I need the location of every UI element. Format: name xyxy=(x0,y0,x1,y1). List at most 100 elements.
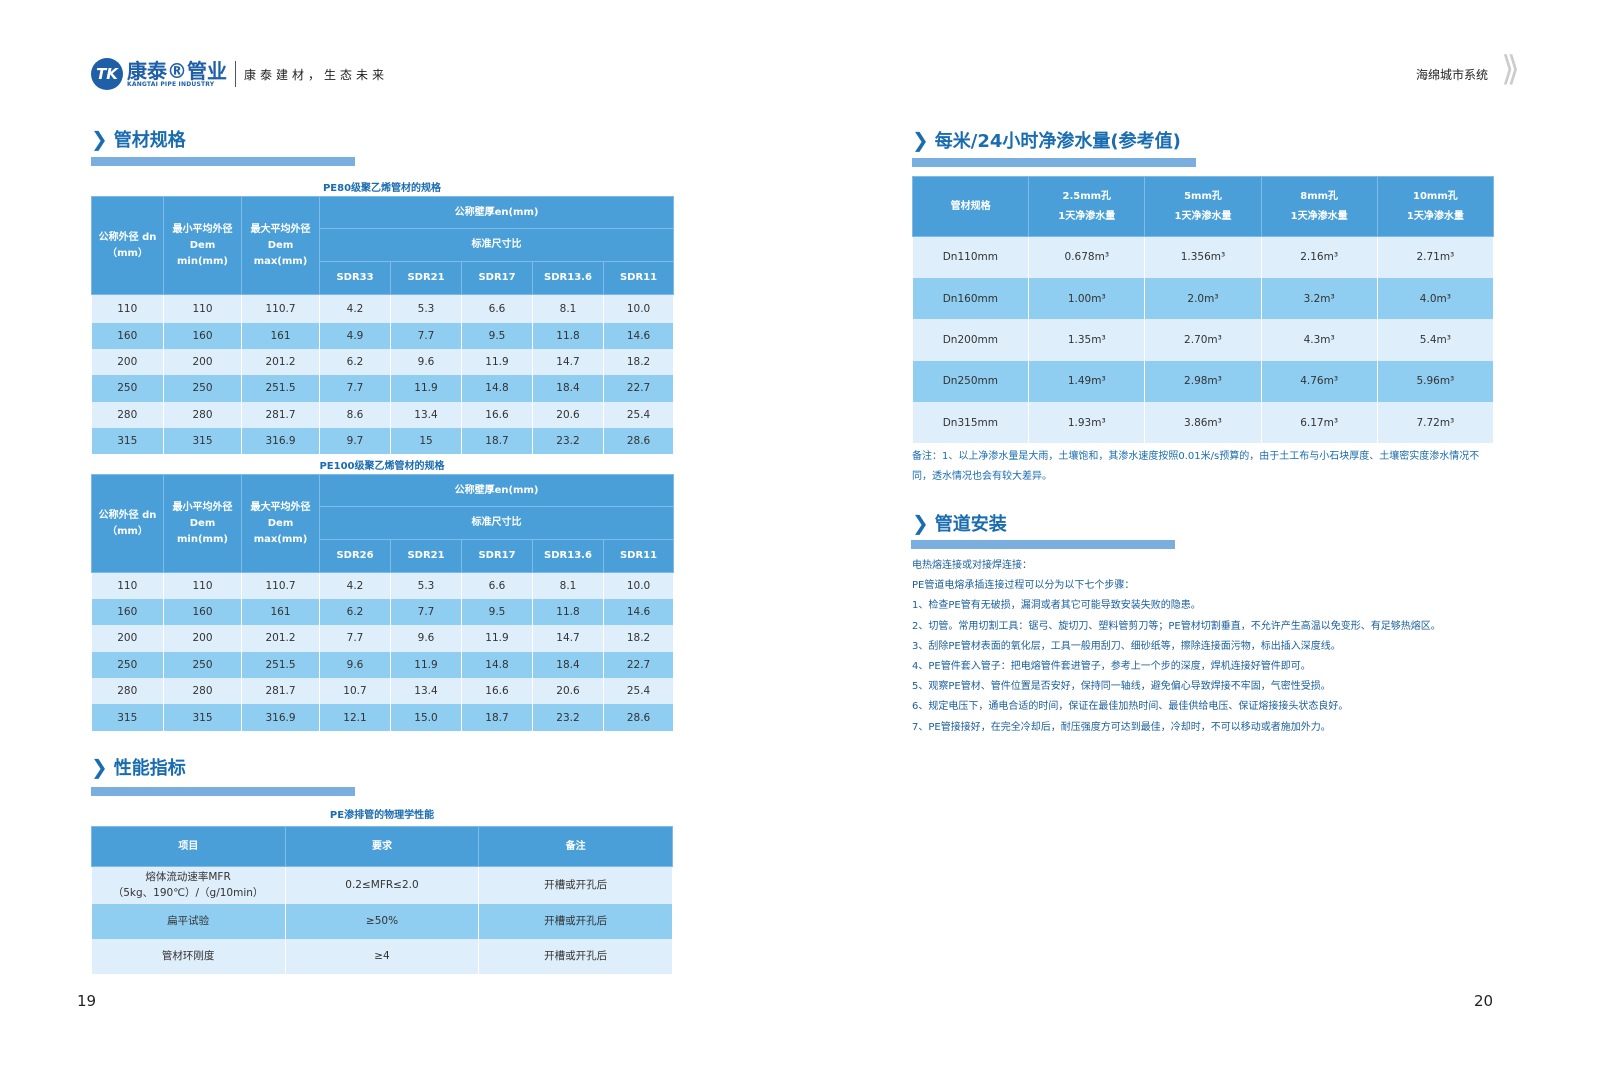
section-heading-installation: ❯ 管道安装 xyxy=(912,510,1007,536)
table-cell: 18.7 xyxy=(461,704,533,731)
table-cell: 280 xyxy=(91,401,164,429)
logo-name: 康泰®管业 xyxy=(127,58,227,83)
table-cell: 7.7 xyxy=(390,322,462,349)
table-cell: Dn200mm xyxy=(912,319,1030,361)
page-number: 19 xyxy=(77,992,97,1010)
table-cell: 7.72m³ xyxy=(1377,402,1495,444)
table-row: Dn200mm 1.35m³ 2.70m³ 4.3m³ 5.4m³ xyxy=(912,319,1495,361)
table-cell: 280 xyxy=(163,678,242,705)
chevron-icon: ❯ xyxy=(912,128,929,152)
header-row: 项目 要求 备注 xyxy=(91,826,673,867)
table-cell: ≥50% xyxy=(285,903,480,939)
table-row: 熔体流动速率MFR （5kg、190℃）/（g/10min） 0.2≤MFR≤2.… xyxy=(91,866,673,904)
heading-text: 性能指标 xyxy=(113,758,186,779)
header-sdr33: SDR33 xyxy=(319,261,391,295)
header-sdr17: SDR17 xyxy=(461,261,533,295)
table-cell: 25.4 xyxy=(603,401,675,429)
installation-steps: 电热熔连接或对接焊连接： PE管道电熔承插连接过程可以分为以下七个步骤： 1、检查P… xyxy=(912,556,1512,738)
chevron-icon: ❯ xyxy=(91,755,108,779)
table-cell: 201.2 xyxy=(241,625,320,652)
header-dn: 公称外径 dn（mm） xyxy=(91,474,164,573)
header-row: 标准尺寸比 xyxy=(92,228,675,262)
heading-bar xyxy=(91,787,355,796)
table-cell: 11.9 xyxy=(390,375,462,402)
table-cell: 4.3m³ xyxy=(1261,319,1378,361)
table-cell: 110 xyxy=(91,572,164,599)
header-sdr11: SDR11 xyxy=(602,539,675,573)
table-cell: 25.4 xyxy=(603,678,675,705)
table-cell: 200 xyxy=(91,625,164,652)
header-cell: 2.5mm孔 1天净渗水量 xyxy=(1028,176,1146,237)
table-cell: 160 xyxy=(91,322,164,349)
table-cell: 14.6 xyxy=(603,598,675,626)
header-sdr11: SDR11 xyxy=(602,261,675,295)
table-cell: 160 xyxy=(163,322,242,349)
table-cell: 18.4 xyxy=(532,375,604,402)
table-row: 280 280 281.7 10.7 13.4 16.6 20.6 25.4 xyxy=(91,678,675,705)
table-cell: 18.7 xyxy=(461,428,533,455)
table-cell: 23.2 xyxy=(532,704,604,731)
header-row: 公称外径 dn（mm） 最小平均外径 Dem min(mm) 最大平均外径 Dem … xyxy=(91,196,675,295)
table-cell: 28.6 xyxy=(603,428,675,455)
table-cell: 2.71m³ xyxy=(1377,236,1495,278)
slogan: 康泰建材，生态未来 xyxy=(244,67,389,82)
installation-step: 电热熔连接或对接焊连接： xyxy=(912,560,1032,571)
pe80-spec-table: 公称外径 dn（mm） 最小平均外径 Dem min(mm) 最大平均外径 Dem … xyxy=(91,196,675,455)
table-cell: 250 xyxy=(91,651,164,679)
section-heading-specs: ❯ 管材规格 xyxy=(91,126,186,152)
pe80-caption: PE80级聚乙烯管材的规格 xyxy=(322,183,442,194)
table-cell: 22.7 xyxy=(603,375,675,402)
table-cell: 280 xyxy=(163,401,242,429)
table-cell: 5.3 xyxy=(390,294,462,323)
table-cell: 5.96m³ xyxy=(1377,360,1495,403)
table-row: 315 315 316.9 12.1 15.0 18.7 23.2 28.6 xyxy=(91,704,675,731)
table-cell: 3.86m³ xyxy=(1144,402,1262,444)
table-cell: 251.5 xyxy=(241,375,320,402)
table-row: Dn110mm 0.678m³ 1.356m³ 2.16m³ 2.71m³ xyxy=(912,236,1495,278)
table-cell: 20.6 xyxy=(532,678,604,705)
header-sdr: 标准尺寸比 xyxy=(318,228,675,262)
decorative-chevron-icon: ⟫ xyxy=(1501,49,1520,89)
table-cell: 13.4 xyxy=(390,401,462,429)
table-cell: 22.7 xyxy=(603,651,675,679)
table-row: 250 250 251.5 7.7 11.9 14.8 18.4 22.7 xyxy=(91,375,675,402)
table-cell: 16.6 xyxy=(461,678,533,705)
table-row: 160 160 161 6.2 7.7 9.5 11.8 14.6 xyxy=(91,598,675,626)
table-row: 315 315 316.9 9.7 15 18.7 23.2 28.6 xyxy=(91,428,675,455)
table-cell: 161 xyxy=(241,598,320,626)
header-cell: 备注 xyxy=(478,826,673,867)
table-cell: 4.2 xyxy=(319,294,391,323)
table-cell: 6.2 xyxy=(319,348,391,376)
table-cell: 0.678m³ xyxy=(1028,236,1146,278)
pe100-spec-table: 公称外径 dn（mm） 最小平均外径 Dem min(mm) 最大平均外径 Dem … xyxy=(91,474,675,731)
installation-step: 5、观察PE管材、管件位置是否安好，保持同一轴线，避免偏心导致焊接不牢固，气密性… xyxy=(912,681,1331,693)
table-cell: 1.00m³ xyxy=(1028,277,1146,320)
heading-bar xyxy=(912,158,1196,167)
table-cell: 1.49m³ xyxy=(1028,360,1146,403)
brand-logo: TK 康泰®管业 KANGTAI PIPE INDUSTRY 康泰建材，生态未来 xyxy=(91,58,388,90)
header-min: 最小平均外径 Dem min(mm) xyxy=(163,196,242,295)
table-cell: 6.6 xyxy=(461,572,533,599)
table-cell: 0.2≤MFR≤2.0 xyxy=(285,866,480,904)
table-cell: 8.1 xyxy=(532,294,604,323)
table-row: Dn250mm 1.49m³ 2.98m³ 4.76m³ 5.96m³ xyxy=(912,360,1495,403)
header-max: 最大平均外径 Dem max(mm) xyxy=(241,474,320,573)
header-max: 最大平均外径 Dem max(mm) xyxy=(241,196,320,295)
seepage-table: 管材规格 2.5mm孔 1天净渗水量 5mm孔 1天净渗水量 8mm孔 1天净渗水量 1… xyxy=(911,176,1495,444)
table-cell: 开槽或开孔后 xyxy=(478,903,673,939)
table-cell: 250 xyxy=(91,375,164,402)
heading-text: 每米/24小时净渗水量(参考值) xyxy=(934,131,1181,152)
heading-text: 管道安装 xyxy=(934,514,1007,535)
table-cell: 9.6 xyxy=(319,651,391,679)
table-cell: 110 xyxy=(163,294,242,323)
table-cell: 7.7 xyxy=(319,625,391,652)
table-cell: 2.0m³ xyxy=(1144,277,1262,320)
table-row: Dn160mm 1.00m³ 2.0m³ 3.2m³ 4.0m³ xyxy=(912,277,1495,320)
table-cell: 11.9 xyxy=(461,348,533,376)
page-number: 20 xyxy=(1474,992,1494,1010)
header-row: 管材规格 2.5mm孔 1天净渗水量 5mm孔 1天净渗水量 8mm孔 1天净渗水量 1… xyxy=(911,176,1495,237)
table-cell: ≥4 xyxy=(285,938,480,974)
table-cell: 200 xyxy=(91,348,164,376)
table-cell: 4.0m³ xyxy=(1377,277,1495,320)
header-cell: 5mm孔 1天净渗水量 xyxy=(1144,176,1262,237)
